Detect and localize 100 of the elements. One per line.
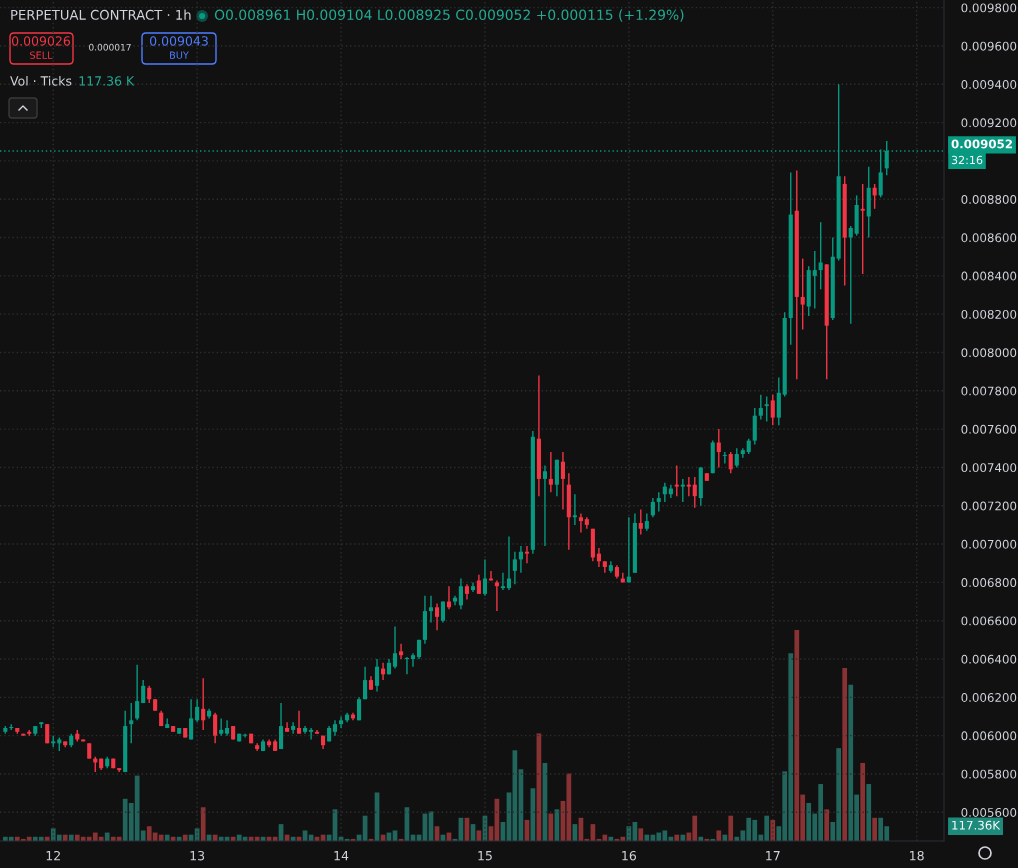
annotation: Vol · Ticks [10, 75, 72, 86]
candlestick [860, 183, 865, 275]
candlestick [494, 579, 499, 612]
x-tick-label: 17 [766, 851, 780, 861]
x-tick-label: 12 [46, 850, 60, 861]
y-tick-label: 0.006800 [961, 578, 1017, 588]
candlestick [674, 464, 679, 497]
candlestick [470, 581, 476, 593]
candlestick [758, 393, 763, 421]
candlestick [374, 658, 380, 693]
y-tick-label: 0.006400 [961, 654, 1017, 664]
candlestick [506, 535, 512, 591]
candlestick [500, 572, 505, 591]
annotation: 0.000017 [89, 43, 131, 51]
y-tick-label: 0.008000 [961, 348, 1017, 358]
x-tick-label: 18 [910, 850, 924, 861]
y-tick-label: 0.009600 [961, 41, 1017, 51]
candlestick [716, 428, 721, 469]
annotation: 0.009026 [12, 36, 71, 46]
candlestick [458, 577, 463, 610]
candlestick [560, 451, 566, 511]
candlestick [512, 551, 517, 585]
bar [716, 830, 722, 841]
candlestick [291, 721, 296, 735]
candlestick [572, 493, 577, 526]
bar [728, 815, 734, 841]
annotation: SELL [30, 51, 53, 59]
candlestick [524, 545, 530, 564]
bar [140, 830, 146, 841]
candlestick [410, 652, 416, 668]
bar [200, 807, 206, 841]
candlestick [848, 225, 853, 325]
ref-line-label: 0.009052 [951, 139, 1012, 149]
candlestick [650, 497, 655, 518]
candlestick [578, 512, 583, 534]
candlestick [722, 451, 727, 465]
y-tick-label: 0.008400 [961, 271, 1017, 281]
candlestick [740, 447, 745, 459]
candlestick [201, 677, 206, 731]
y-tick-label: 0.007200 [961, 501, 1017, 511]
candlestick [135, 664, 140, 722]
x-tick-label: 16 [622, 850, 637, 861]
candlestick [434, 602, 440, 631]
candlestick [638, 508, 643, 536]
candlestick [428, 595, 434, 624]
y-tick-label: 0.008600 [961, 233, 1017, 243]
y-tick-label: 0.008200 [961, 309, 1017, 319]
annotation: 117.36 K [79, 76, 135, 86]
candlestick [189, 698, 194, 741]
candlestick [398, 642, 404, 660]
bar [824, 809, 830, 841]
candlestick [309, 727, 314, 741]
text: PERPETUAL CONTRACT · 1h [11, 9, 191, 20]
x-tick-label: 14 [334, 851, 349, 861]
candlestick [686, 476, 691, 497]
bar [842, 667, 848, 841]
candlestick [213, 711, 218, 744]
annotation: BUY [170, 51, 189, 59]
candlestick [692, 476, 697, 509]
text: 117.36K [952, 820, 1001, 830]
bar [872, 817, 877, 841]
x-tick-label: 13 [190, 850, 205, 861]
bar [770, 819, 776, 841]
candlestick [476, 574, 481, 595]
candlestick [734, 447, 739, 469]
candlestick [818, 221, 823, 290]
bar [638, 828, 644, 841]
candlestick [195, 698, 200, 723]
candlestick [728, 451, 733, 474]
x-tick-label: 15 [478, 851, 492, 861]
y-tick-label: 0.007800 [961, 386, 1017, 396]
candlestick [285, 721, 290, 733]
bar [548, 813, 554, 841]
y-tick-label: 0.008800 [961, 194, 1017, 204]
candlestick [278, 702, 284, 750]
candlestick [812, 250, 817, 310]
annotation: O0.008961 H0.009104 L0.008925 C0.009052 +0.000115 (+1.29%) [214, 9, 684, 22]
bar [860, 762, 866, 841]
y-tick-label: 0.009400 [961, 80, 1017, 89]
text: 32:16 [951, 155, 983, 165]
annotation: 0.009043 [150, 36, 208, 46]
candlestick [338, 715, 344, 729]
candlestick [482, 558, 488, 597]
y-tick-label: 0.009200 [961, 118, 1017, 128]
y-tick-label: 0.007000 [961, 539, 1017, 549]
y-tick-label: 0.007600 [961, 424, 1017, 434]
candlestick [800, 257, 805, 331]
candlestick [656, 491, 661, 513]
y-tick-label: 0.005800 [961, 769, 1017, 779]
candlestick [296, 710, 302, 735]
y-tick-label: 0.005600 [961, 807, 1017, 817]
candlestick [764, 395, 769, 423]
y-tick-label: 0.006200 [961, 693, 1017, 702]
candlestick [129, 702, 134, 744]
candlestick [680, 478, 685, 503]
y-tick-label: 0.009800 [961, 3, 1017, 13]
candlestick [770, 393, 775, 426]
candlestick [225, 719, 230, 737]
y-tick-label: 0.006000 [961, 731, 1017, 741]
candlestick [542, 464, 548, 547]
